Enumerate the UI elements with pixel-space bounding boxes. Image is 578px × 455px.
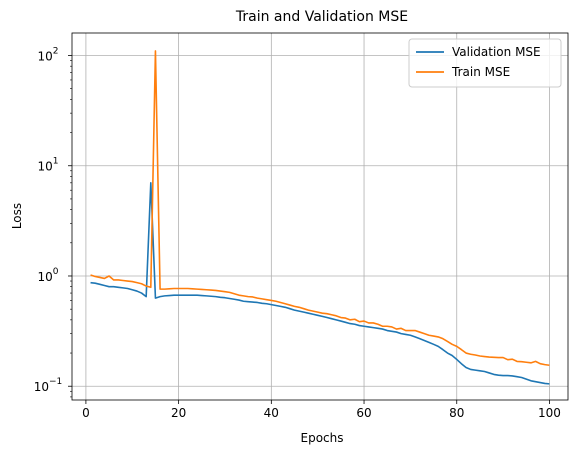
x-tick-label: 40 xyxy=(264,406,279,420)
x-tick-label: 80 xyxy=(449,406,464,420)
legend-label-validation: Validation MSE xyxy=(452,45,541,59)
x-tick-label: 60 xyxy=(356,406,371,420)
y-tick-label: 101 xyxy=(37,157,58,174)
y-axis-label: Loss xyxy=(10,203,24,229)
x-tick-label: 100 xyxy=(538,406,561,420)
x-tick-label: 0 xyxy=(82,406,90,420)
series-line-train xyxy=(90,50,550,367)
series-line-validation xyxy=(90,182,550,385)
legend: Validation MSE Train MSE xyxy=(408,38,562,88)
ticks: 0 20 40 60 80 100 10−1 100 101 102 xyxy=(34,47,561,420)
series-layer xyxy=(90,50,550,385)
plot-frame xyxy=(71,32,569,401)
x-axis-label: Epochs xyxy=(301,431,344,445)
y-tick-label: 102 xyxy=(37,47,58,64)
y-tick-label: 10−1 xyxy=(34,377,63,394)
chart-title: Train and Validation MSE xyxy=(235,9,408,25)
y-tick-label: 100 xyxy=(37,267,58,284)
x-tick-label: 20 xyxy=(171,406,186,420)
legend-label-train: Train MSE xyxy=(451,65,510,79)
grid xyxy=(72,33,568,400)
legend-box xyxy=(408,38,562,88)
